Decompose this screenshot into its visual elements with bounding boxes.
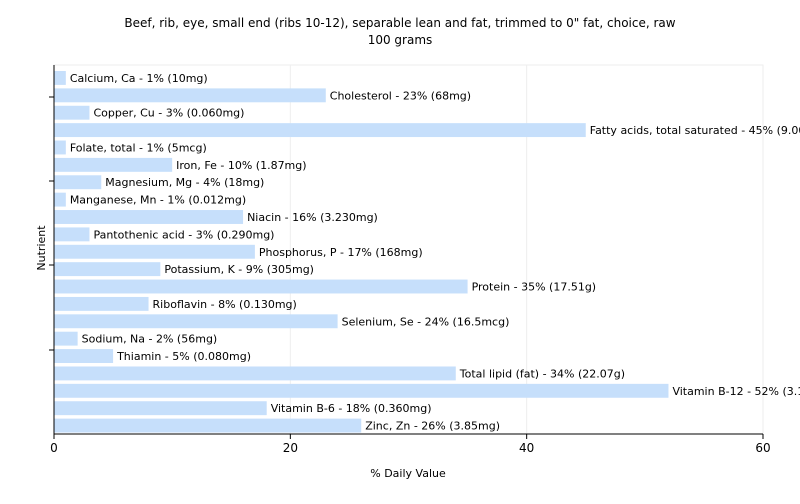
bar-label: Total lipid (fat) - 34% (22.07g) — [459, 367, 625, 380]
bar — [54, 192, 66, 207]
bar-label: Iron, Fe - 10% (1.87mg) — [176, 159, 306, 172]
bar — [54, 88, 326, 103]
bar — [54, 418, 362, 433]
bar — [54, 157, 173, 172]
bar-label: Cholesterol - 23% (68mg) — [330, 89, 471, 102]
bars: Calcium, Ca - 1% (10mg) Cholesterol - 23%… — [54, 71, 800, 433]
bar-label: Magnesium, Mg - 4% (18mg) — [105, 176, 264, 189]
bar-label: Vitamin B-12 - 52% (3.11mcg) — [672, 385, 800, 398]
bar — [54, 123, 586, 138]
bar — [54, 105, 90, 120]
bar-label: Calcium, Ca - 1% (10mg) — [70, 72, 208, 85]
bar-label: Copper, Cu - 3% (0.060mg) — [93, 107, 244, 120]
bar — [54, 383, 669, 398]
bar-label: Fatty acids, total saturated - 45% (9.00… — [590, 124, 800, 137]
bar — [54, 210, 244, 224]
bar — [54, 244, 255, 259]
bar-label: Niacin - 16% (3.230mg) — [247, 211, 378, 224]
bar — [54, 175, 102, 190]
bar — [54, 140, 66, 155]
bar — [54, 331, 78, 346]
bar — [54, 71, 66, 85]
bar-label: Selenium, Se - 24% (16.5mcg) — [342, 315, 510, 328]
bar-label: Sodium, Na - 2% (56mg) — [82, 333, 218, 346]
x-axis-label: % Daily Value — [370, 467, 446, 480]
bar-label: Protein - 35% (17.51g) — [472, 281, 597, 294]
x-tick-label: 20 — [283, 441, 298, 455]
bar-label: Potassium, K - 9% (305mg) — [164, 263, 314, 276]
chart-title-line-2: 100 grams — [368, 33, 433, 47]
bar-label: Thiamin - 5% (0.080mg) — [116, 350, 251, 363]
bar — [54, 296, 149, 311]
bar — [54, 366, 456, 381]
bar — [54, 262, 161, 277]
chart-title-line-1: Beef, rib, eye, small end (ribs 10-12), … — [124, 16, 675, 30]
bar-label: Riboflavin - 8% (0.130mg) — [153, 298, 297, 311]
x-ticks: 0 20 40 60 — [50, 434, 771, 455]
bar-label: Zinc, Zn - 26% (3.85mg) — [365, 420, 500, 433]
bar — [54, 314, 338, 329]
bar-label: Pantothenic acid - 3% (0.290mg) — [93, 228, 274, 241]
bar — [54, 349, 114, 363]
bar — [54, 227, 90, 242]
bar — [54, 279, 468, 294]
bar-label: Manganese, Mn - 1% (0.012mg) — [70, 194, 246, 207]
bar-label: Phosphorus, P - 17% (168mg) — [259, 246, 423, 259]
x-tick-label: 0 — [50, 441, 58, 455]
axes — [49, 65, 763, 435]
bar-label: Vitamin B-6 - 18% (0.360mg) — [271, 402, 432, 415]
y-axis-label: Nutrient — [35, 225, 48, 271]
bar-label: Folate, total - 1% (5mcg) — [70, 141, 207, 154]
bar — [54, 401, 267, 416]
x-tick-label: 60 — [755, 441, 770, 455]
x-tick-label: 40 — [519, 441, 534, 455]
